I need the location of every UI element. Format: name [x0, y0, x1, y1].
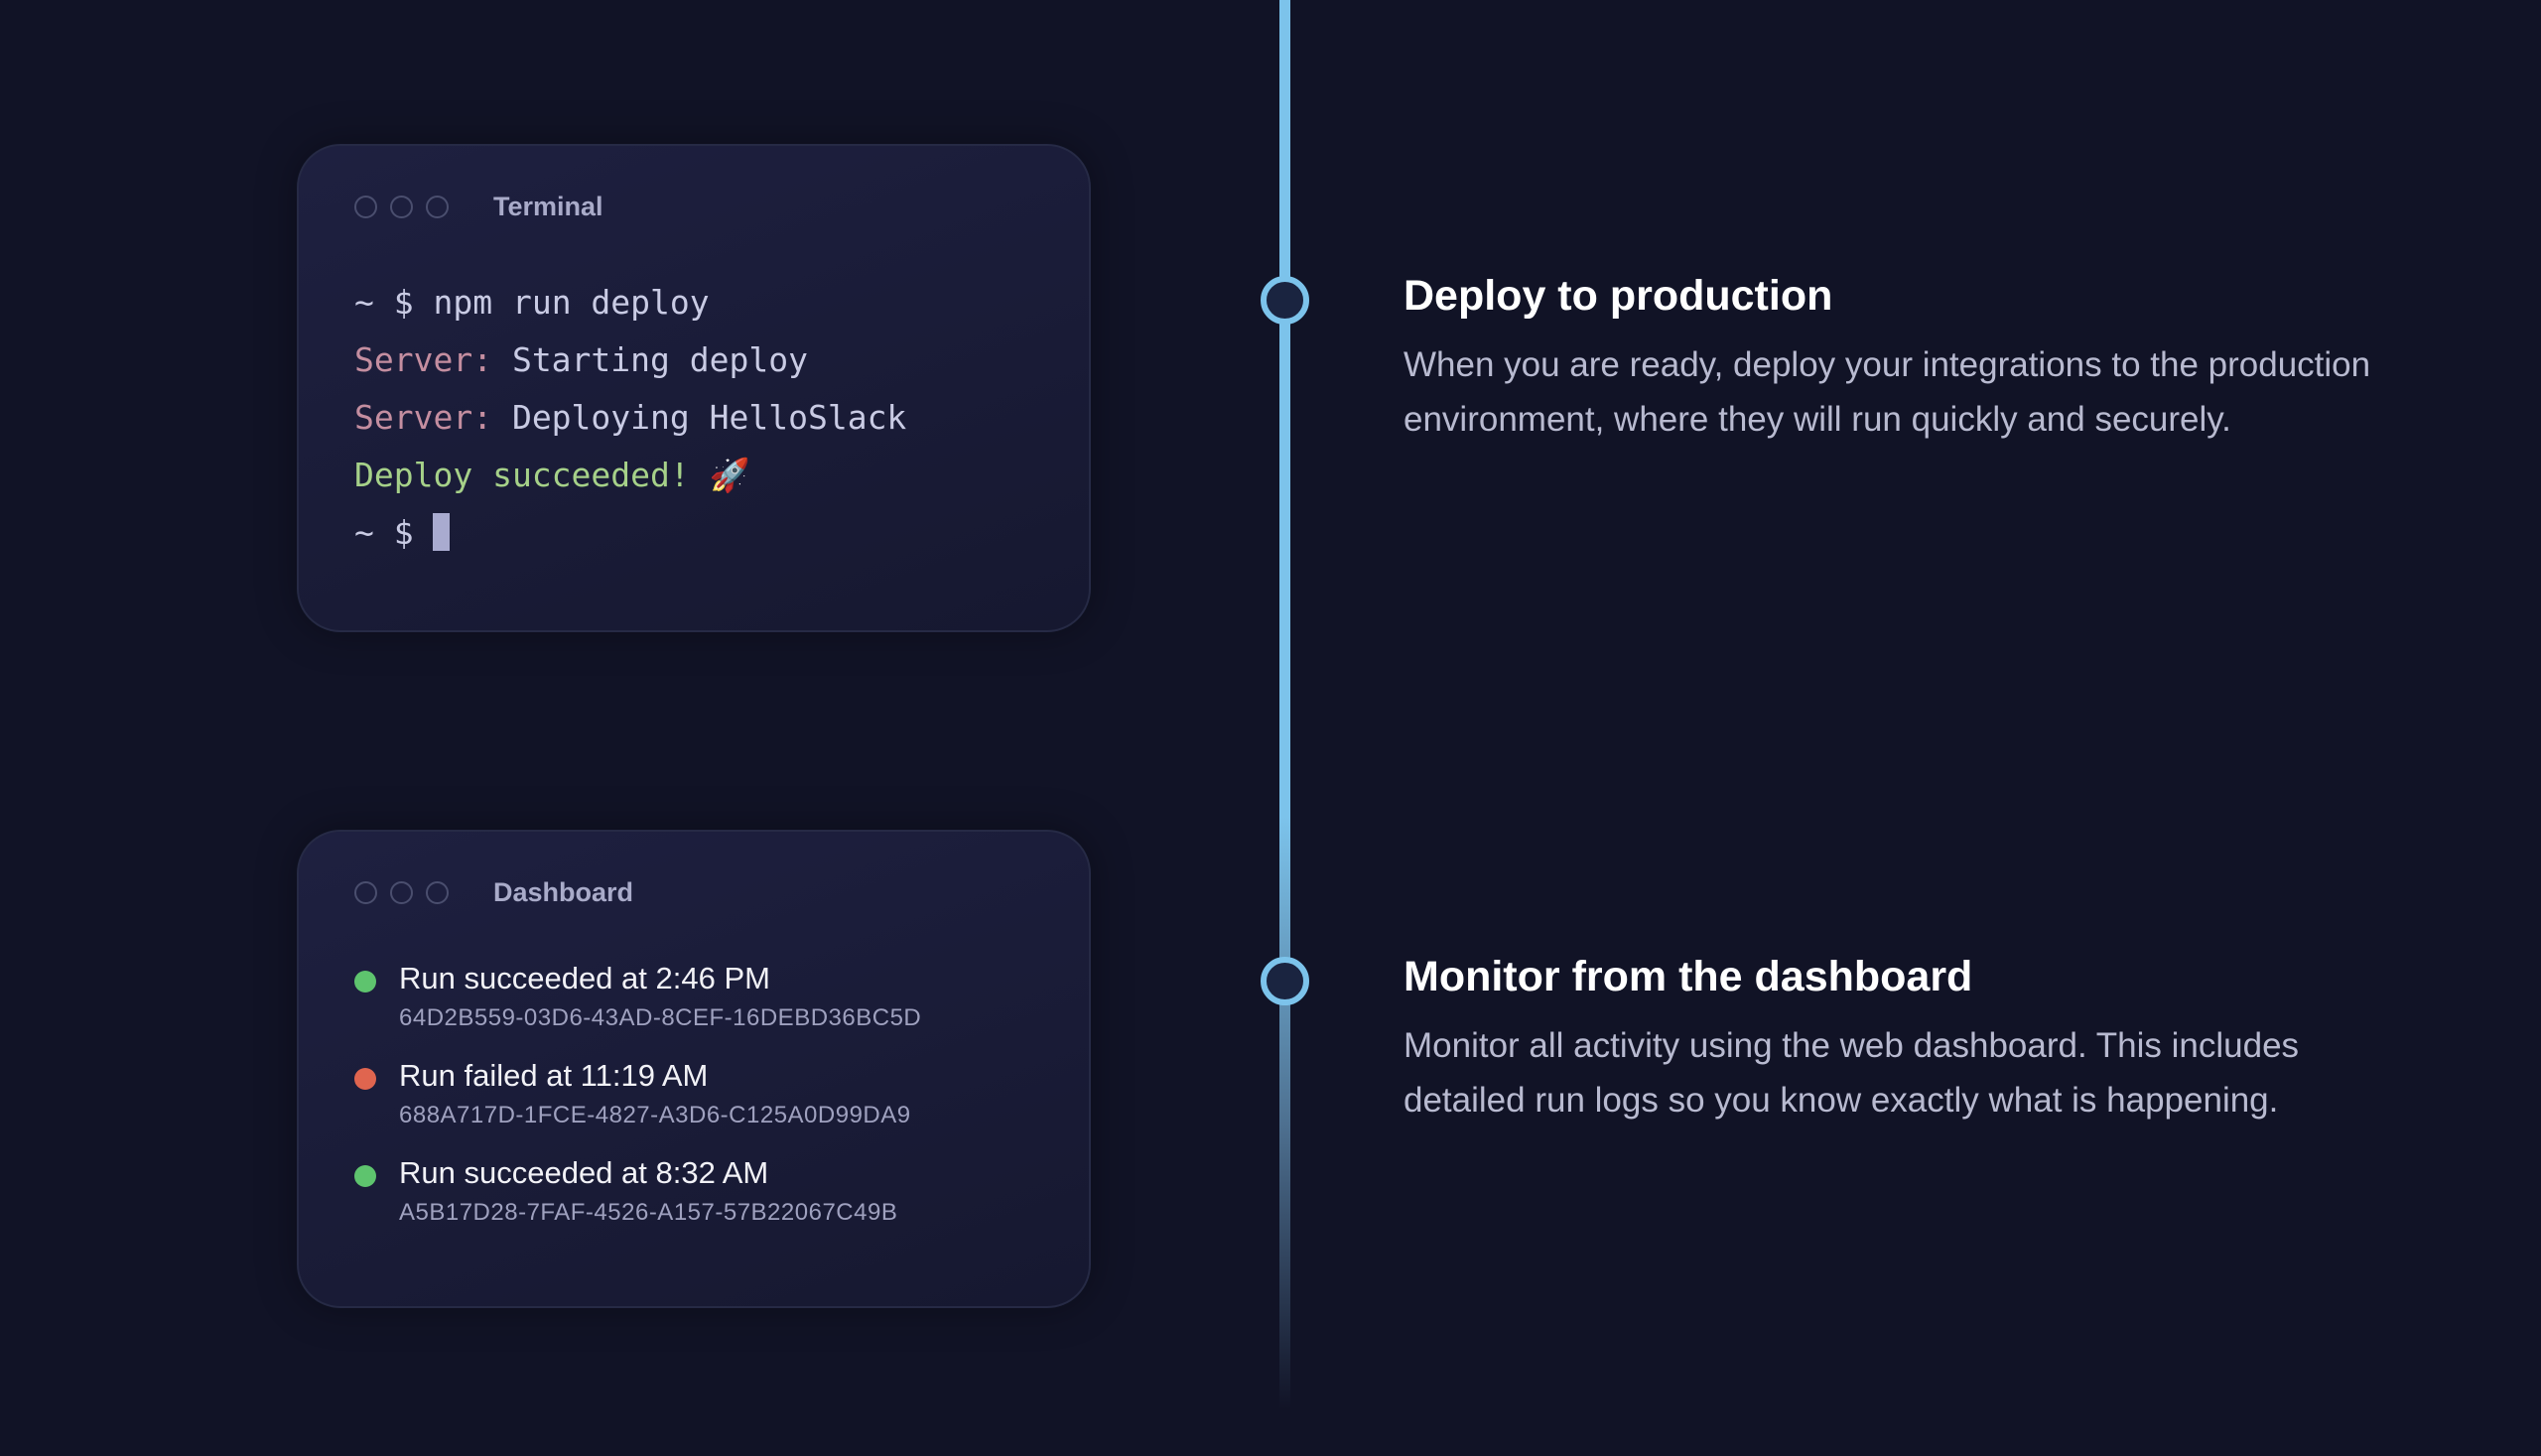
step-heading: Deploy to production — [1404, 272, 1833, 320]
run-title: Run succeeded at 2:46 PM — [399, 961, 770, 995]
window-title: Dashboard — [493, 877, 634, 907]
status-dot-icon — [354, 1165, 376, 1187]
terminal-input-line[interactable]: ~ $ — [354, 513, 451, 552]
run-title: Run failed at 11:19 AM — [399, 1058, 709, 1093]
cursor — [433, 513, 451, 551]
prompt: ~ $ — [354, 283, 434, 322]
status-dot-icon — [354, 971, 376, 993]
step-description: Monitor all activity using the web dashb… — [1404, 1026, 2300, 1120]
window-title: Terminal — [493, 192, 603, 221]
window-controls — [354, 196, 449, 218]
terminal-line: Server: Starting deploy — [354, 340, 808, 379]
output-text: Starting deploy — [492, 340, 808, 379]
close-window-icon[interactable] — [354, 196, 377, 218]
command: npm run deploy — [433, 283, 710, 322]
run-id: 64D2B559-03D6-43AD-8CEF-16DEBD36BC5D — [399, 1004, 922, 1031]
step-description: When you are ready, deploy your integrat… — [1404, 345, 2371, 439]
maximize-window-icon[interactable] — [426, 196, 449, 218]
run-title: Run succeeded at 8:32 AM — [399, 1155, 769, 1190]
timeline-node — [1261, 957, 1309, 1005]
maximize-window-icon[interactable] — [426, 881, 449, 904]
status-dot-icon — [354, 1068, 376, 1090]
run-id: A5B17D28-7FAF-4526-A157-57B22067C49B — [399, 1199, 898, 1226]
dashboard-window: Dashboard Run succeeded at 2:46 PM 64D2B… — [297, 830, 1091, 1308]
window-controls — [354, 881, 449, 904]
step-heading: Monitor from the dashboard — [1404, 953, 1973, 1000]
success-line: Deploy succeeded! 🚀 — [354, 456, 750, 494]
terminal-line: ~ $ npm run deploy — [354, 283, 710, 322]
minimize-window-icon[interactable] — [390, 196, 413, 218]
timeline-line — [1279, 0, 1290, 1409]
server-label: Server: — [354, 398, 493, 437]
prompt: ~ $ — [354, 513, 434, 552]
output-text: Deploying HelloSlack — [492, 398, 907, 437]
close-window-icon[interactable] — [354, 881, 377, 904]
timeline-node — [1261, 276, 1309, 325]
terminal-line: Server: Deploying HelloSlack — [354, 398, 906, 437]
terminal-window: Terminal ~ $ npm run deploy Server: Star… — [297, 144, 1091, 632]
server-label: Server: — [354, 340, 493, 379]
minimize-window-icon[interactable] — [390, 881, 413, 904]
run-id: 688A717D-1FCE-4827-A3D6-C125A0D99DA9 — [399, 1102, 911, 1128]
